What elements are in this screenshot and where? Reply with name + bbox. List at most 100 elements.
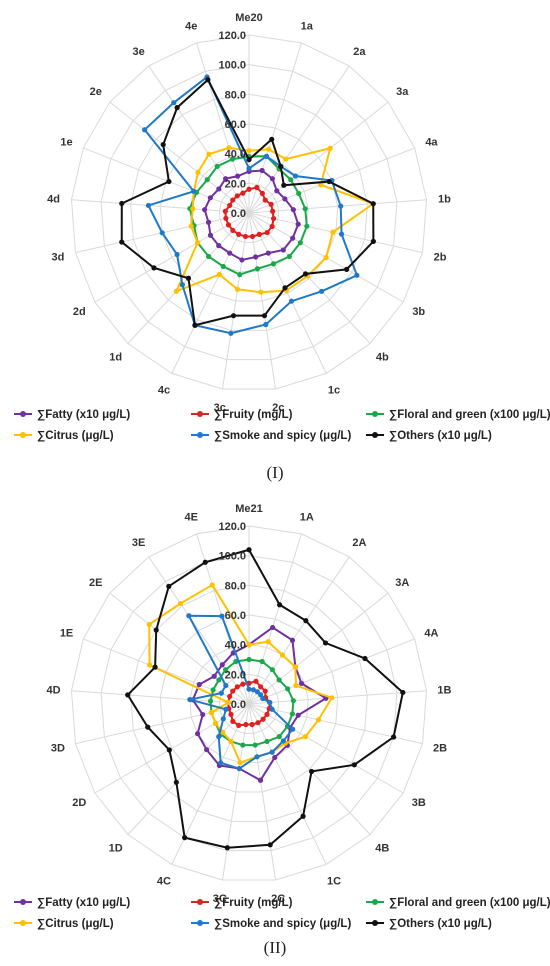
legend-label: ∑Citrus (μg/L)	[37, 430, 114, 442]
data-point	[216, 186, 222, 192]
data-point	[278, 163, 284, 170]
data-point	[269, 749, 275, 755]
data-point	[292, 664, 298, 670]
data-point	[288, 298, 295, 304]
data-point	[119, 239, 125, 245]
data-point	[210, 687, 216, 693]
series-2	[222, 184, 277, 240]
series-4	[173, 145, 376, 295]
data-point	[298, 680, 305, 687]
data-point	[308, 768, 315, 775]
data-point	[160, 141, 166, 148]
category-label: 4b	[376, 352, 389, 364]
axis-spoke	[83, 147, 250, 214]
data-point	[230, 718, 236, 724]
data-point	[370, 201, 376, 207]
axis-spoke	[248, 212, 327, 374]
data-point	[280, 738, 286, 744]
data-point	[270, 624, 276, 631]
series-line	[209, 658, 295, 747]
data-point	[207, 698, 214, 704]
data-point	[125, 692, 131, 698]
legend-marker	[372, 920, 378, 926]
data-point	[257, 692, 264, 698]
data-point	[315, 717, 322, 723]
data-point	[253, 678, 259, 684]
data-point	[264, 738, 270, 745]
data-point	[166, 583, 172, 589]
legend-marker	[20, 432, 26, 438]
data-point	[262, 688, 268, 694]
data-point	[195, 169, 201, 175]
radar-panel-1: Me20 1a 2a 3a 4a 1b 2b 3b 4b 1c 2c 3c 4c 1d 2d 3d 4d 1e 2e…	[14, 12, 550, 482]
data-point	[269, 223, 275, 229]
data-point	[214, 163, 220, 170]
data-point	[280, 247, 286, 253]
category-label: 3E	[132, 537, 145, 549]
data-point	[236, 722, 242, 728]
data-point	[234, 684, 240, 690]
data-point	[235, 173, 241, 179]
series-line	[203, 169, 300, 261]
legend-item: ∑Others (x10 μg/L)	[366, 918, 492, 930]
legend-label: ∑Citrus (μg/L)	[37, 918, 114, 930]
data-point	[289, 711, 295, 717]
data-point	[267, 699, 273, 706]
data-point	[202, 207, 208, 213]
category-label: 3c	[214, 402, 226, 414]
data-point	[246, 686, 252, 692]
data-point	[362, 655, 368, 662]
data-point	[290, 235, 296, 241]
data-point	[265, 639, 271, 645]
data-point	[258, 289, 264, 295]
data-point	[269, 667, 275, 673]
category-label: 3A	[395, 577, 409, 589]
data-point	[262, 197, 268, 203]
axis-spoke	[248, 533, 302, 705]
data-point	[196, 681, 202, 688]
data-point	[282, 196, 288, 202]
category-label: 2B	[433, 743, 447, 755]
panel-label: (I)	[267, 463, 284, 482]
legend-label: ∑Fatty (x10 μg/L)	[37, 897, 130, 909]
category-label: 3d	[51, 252, 64, 264]
data-point	[213, 720, 219, 726]
data-point	[240, 681, 246, 687]
data-point	[204, 747, 210, 753]
legend-marker	[20, 920, 26, 926]
data-point	[179, 282, 186, 288]
category-label: 4d	[47, 193, 60, 205]
data-point	[236, 231, 242, 237]
axis-spoke	[248, 42, 302, 214]
data-point	[219, 662, 225, 668]
data-point	[269, 136, 275, 142]
series-line	[120, 78, 375, 327]
data-point	[242, 233, 249, 240]
legend-label: ∑Smoke and spicy (μg/L)	[214, 430, 351, 442]
tick-label: 100.0	[218, 551, 246, 563]
data-point	[258, 684, 264, 690]
data-point	[145, 202, 152, 209]
data-point	[227, 693, 233, 700]
data-point	[227, 250, 233, 256]
data-point	[269, 176, 275, 182]
data-point	[270, 208, 276, 214]
axis-spoke	[171, 212, 250, 374]
data-point	[264, 229, 270, 236]
series-line	[126, 548, 404, 849]
legend-label: ∑Floral and green (x100 μg/L)	[389, 409, 550, 421]
data-point	[204, 177, 210, 183]
axis-spoke	[248, 101, 389, 214]
category-label: 3b	[412, 306, 425, 318]
data-point	[187, 696, 193, 703]
legend-item: ∑Smoke and spicy (μg/L)	[191, 918, 351, 930]
data-point	[246, 186, 252, 192]
data-point	[295, 221, 301, 227]
data-point	[205, 77, 211, 83]
axis-spoke	[248, 690, 427, 705]
grid-ring	[100, 555, 398, 852]
axis-spoke	[148, 65, 250, 214]
legend-marker	[372, 899, 378, 905]
data-point	[220, 716, 226, 722]
data-point	[249, 721, 255, 728]
